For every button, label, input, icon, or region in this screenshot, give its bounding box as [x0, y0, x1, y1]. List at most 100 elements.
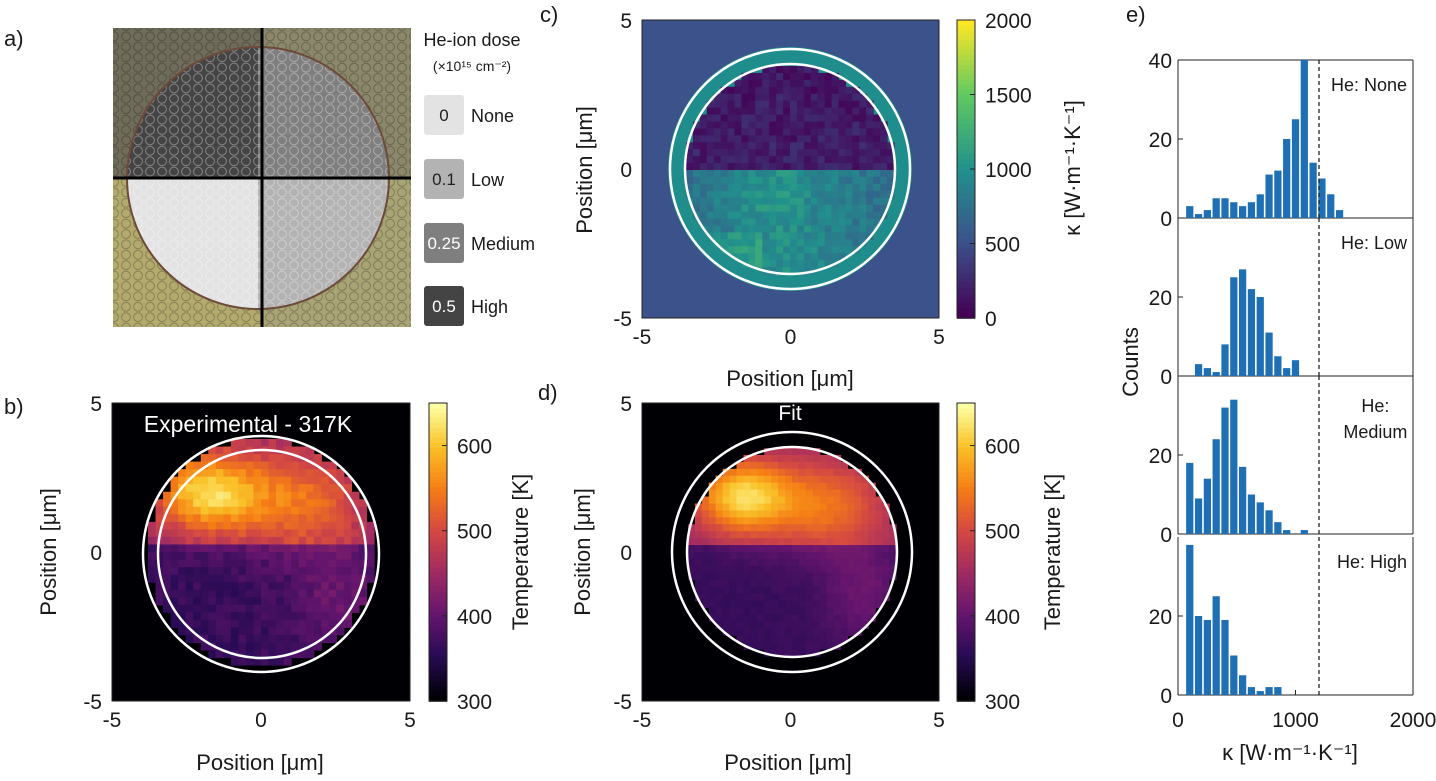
heatmap-cell — [831, 72, 840, 81]
heatmap-cell — [819, 510, 828, 518]
heatmap-cell — [686, 190, 694, 199]
heatmap-cell — [769, 107, 777, 116]
heatmap-cell — [200, 589, 209, 598]
heatmap-cell — [798, 545, 807, 553]
heatmap-cell — [750, 607, 758, 615]
heatmap-cell — [755, 253, 763, 261]
heatmap-cell — [223, 559, 232, 568]
heatmap-cell — [798, 607, 807, 615]
heatmap-cell — [748, 86, 756, 95]
heatmap-cell — [810, 239, 819, 247]
heatmap-cell — [238, 521, 247, 530]
heatmap-cell — [861, 600, 869, 609]
heatmap-cell — [840, 635, 849, 643]
heatmap-cell — [741, 246, 749, 254]
heatmap-cell — [223, 552, 232, 561]
heatmap-cell — [306, 484, 315, 493]
heatmap-cell — [268, 649, 277, 659]
colorbar-segment — [957, 164, 975, 170]
heatmap-cell — [840, 482, 849, 491]
histogram-bar — [1274, 170, 1282, 218]
panel-label-a: a) — [4, 26, 24, 51]
heatmap-cell — [748, 232, 756, 240]
heatmap-cell — [253, 642, 262, 651]
heatmap-cell — [755, 246, 763, 254]
panel-d-title: Fit — [778, 402, 801, 425]
heatmap-cell — [771, 642, 779, 650]
heatmap-cell — [755, 72, 763, 81]
heatmap-cell — [708, 482, 717, 491]
heatmap-cell — [298, 612, 307, 621]
heatmap-cell — [840, 461, 849, 470]
heatmap-cell — [699, 149, 708, 157]
heatmap-cell — [803, 190, 812, 199]
heatmap-cell — [771, 552, 779, 560]
heatmap-cell — [283, 544, 292, 553]
heatmap-cell — [764, 593, 772, 602]
heatmap-cell — [193, 567, 202, 576]
heatmap-cell — [328, 491, 337, 500]
colorbar-segment — [957, 114, 975, 121]
heatmap-cell — [720, 100, 729, 109]
heatmap-cell — [729, 614, 738, 622]
heatmap-cell — [757, 586, 765, 595]
colorbar-segment — [957, 193, 975, 200]
heatmap-cell — [783, 79, 791, 88]
heatmap-cell — [757, 531, 765, 539]
heatmap-cell — [764, 517, 772, 525]
histogram-bar — [1291, 360, 1300, 376]
heatmap-cell — [755, 135, 763, 143]
heatmap-cell — [778, 524, 786, 532]
heatmap-cell — [792, 448, 800, 456]
heatmap-cell — [313, 529, 322, 538]
heatmap-cell — [762, 183, 770, 192]
heatmap-cell — [783, 267, 791, 275]
heatmap-cell — [170, 484, 179, 493]
heatmap-cell — [840, 593, 849, 602]
heatmap-cell — [727, 204, 736, 213]
x-tick-label: 0 — [785, 709, 797, 732]
heatmap-cell — [253, 439, 262, 448]
heatmap-cell — [880, 163, 888, 171]
heatmap-cell — [276, 461, 285, 470]
heatmap-cell — [708, 586, 717, 595]
heatmap-cell — [776, 260, 784, 268]
heatmap-cell — [798, 496, 807, 505]
heatmap-cell — [283, 642, 292, 651]
heatmap-cell — [826, 593, 835, 602]
colorbar-segment — [429, 586, 447, 593]
heatmap-cell — [792, 489, 800, 498]
heatmap-cell — [313, 589, 322, 598]
heatmap-cell — [178, 499, 187, 508]
dose-swatch — [424, 95, 464, 135]
heatmap-cell — [336, 469, 345, 478]
heatmap-cell — [764, 635, 772, 643]
heatmap-cell — [859, 114, 867, 123]
heatmap-cell — [750, 482, 758, 491]
heatmap-cell — [155, 499, 164, 508]
heatmap-cell — [873, 156, 881, 164]
heatmap-cell — [708, 572, 717, 581]
heatmap-cell — [854, 552, 862, 560]
heatmap-cell — [840, 621, 849, 629]
heatmap-cell — [358, 544, 368, 553]
heatmap-cell — [831, 142, 840, 150]
heatmap-cell — [812, 503, 821, 511]
colorbar-segment — [957, 154, 975, 160]
heatmap-cell — [313, 506, 322, 515]
heatmap-cell — [838, 163, 847, 171]
heatmap-cell — [868, 489, 876, 498]
heatmap-cell — [215, 634, 224, 643]
heatmap-cell — [741, 142, 749, 150]
heatmap-cell — [253, 597, 262, 606]
heatmap-cell — [268, 484, 277, 493]
heatmap-cell — [757, 475, 765, 484]
heatmap-cell — [734, 114, 743, 123]
colorbar-segment — [429, 542, 447, 548]
heatmap-cell — [245, 649, 255, 659]
heatmap-cell — [748, 225, 756, 233]
heatmap-cell — [792, 565, 800, 574]
heatmap-cell — [692, 142, 701, 150]
heatmap-cell — [193, 461, 202, 470]
heatmap-cell — [351, 574, 360, 583]
